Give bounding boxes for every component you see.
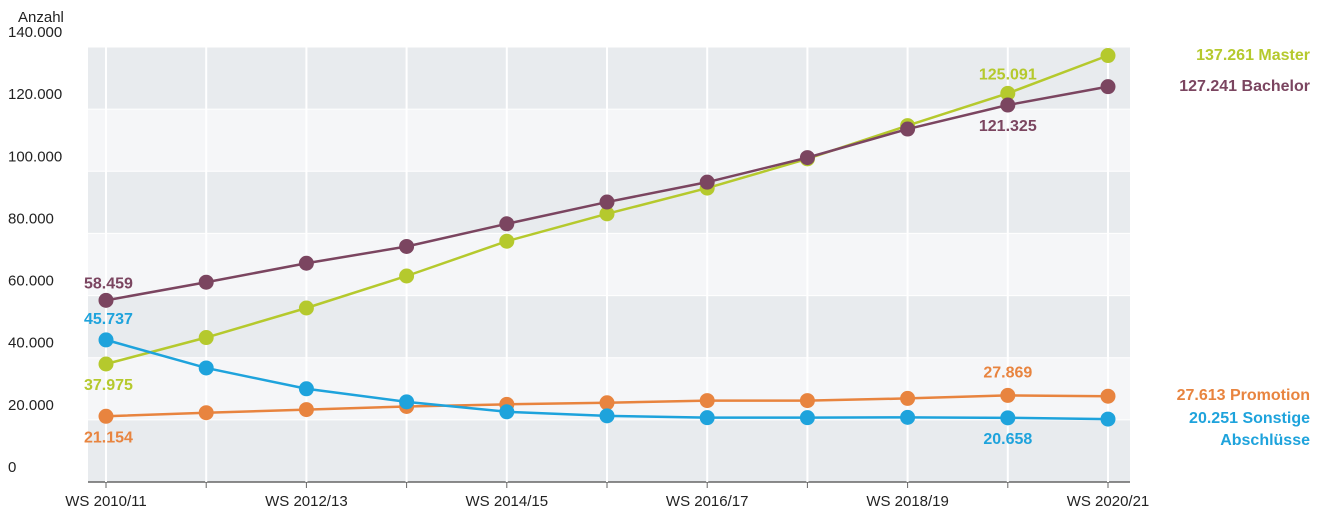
y-axis-label: Anzahl <box>18 9 64 26</box>
x-tick-label: WS 2020/21 <box>1067 493 1150 510</box>
point <box>399 268 415 284</box>
y-tick-label: 40.000 <box>8 335 54 352</box>
y-tick-label: 60.000 <box>8 273 54 290</box>
point <box>499 233 515 249</box>
value-label: 45.737 <box>84 311 133 328</box>
legend-label: Promotion <box>1230 387 1310 405</box>
band <box>88 109 1130 172</box>
point <box>399 394 415 410</box>
end-value: 127.241 <box>1179 77 1238 95</box>
value-label: 125.091 <box>979 67 1037 84</box>
point <box>900 121 916 137</box>
point <box>799 410 815 426</box>
x-tick-label: WS 2010/11 <box>65 493 146 510</box>
x-tick-label: WS 2016/17 <box>666 493 749 510</box>
y-tick-label: 80.000 <box>8 210 54 227</box>
point <box>298 255 314 271</box>
point <box>98 292 114 308</box>
y-tick-label: 20.000 <box>8 397 54 414</box>
end-value: 20.251 <box>1189 410 1238 428</box>
point <box>98 332 114 348</box>
point <box>198 330 214 346</box>
legend-label: Sonstige Abschlüsse <box>1220 410 1310 450</box>
point <box>298 402 314 418</box>
end-value: 137.261 <box>1196 46 1254 64</box>
point <box>799 150 815 166</box>
point <box>1000 387 1016 403</box>
end-label: 20.251 Sonstige Abschlüsse <box>1140 408 1310 452</box>
point <box>699 174 715 190</box>
point <box>1000 85 1016 101</box>
band <box>88 295 1130 358</box>
point <box>1100 48 1116 64</box>
point <box>198 360 214 376</box>
point <box>1100 388 1116 404</box>
point <box>298 381 314 397</box>
end-label: 27.613 Promotion <box>1140 385 1310 407</box>
point <box>499 404 515 420</box>
x-tick-label: WS 2018/19 <box>866 493 949 510</box>
point <box>799 393 815 409</box>
legend-label: Master <box>1258 46 1310 64</box>
value-label: 37.975 <box>84 377 133 394</box>
point <box>198 405 214 421</box>
point <box>599 194 615 210</box>
point <box>699 393 715 409</box>
band <box>88 419 1130 482</box>
end-value: 27.613 <box>1176 387 1226 405</box>
point <box>298 300 314 316</box>
point <box>900 390 916 406</box>
value-label: 121.325 <box>979 118 1037 135</box>
band <box>88 47 1130 110</box>
end-label: 137.261 Master <box>1140 45 1310 67</box>
end-label: 127.241 Bachelor <box>1140 76 1310 98</box>
point <box>1000 97 1016 113</box>
legend-label: Bachelor <box>1241 77 1310 95</box>
y-tick-label: 0 <box>8 459 16 476</box>
y-tick-label: 100.000 <box>8 148 62 165</box>
x-tick-label: WS 2012/13 <box>265 493 348 510</box>
point <box>699 410 715 426</box>
point <box>900 409 916 425</box>
y-tick-label: 120.000 <box>8 86 62 103</box>
y-tick-label: 140.000 <box>8 24 62 41</box>
point <box>599 408 615 424</box>
point <box>1100 79 1116 95</box>
point <box>599 395 615 411</box>
value-label: 21.154 <box>84 429 133 446</box>
x-tick-label: WS 2014/15 <box>466 493 549 510</box>
point <box>499 216 515 232</box>
point <box>1000 410 1016 426</box>
band <box>88 233 1130 296</box>
value-label: 20.658 <box>983 431 1032 448</box>
point <box>1100 411 1116 427</box>
point <box>98 408 114 424</box>
point <box>599 206 615 222</box>
value-label: 58.459 <box>84 276 133 293</box>
value-label: 27.869 <box>983 365 1032 382</box>
point <box>98 356 114 372</box>
point <box>399 238 415 254</box>
point <box>198 274 214 290</box>
